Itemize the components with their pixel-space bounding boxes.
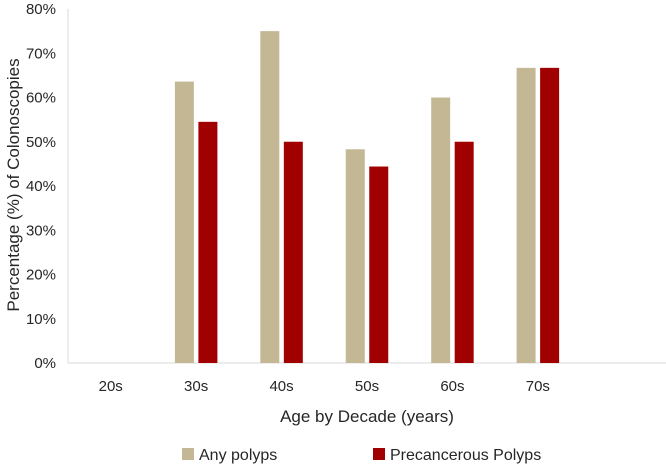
y-tick-label: 40% [26, 178, 56, 195]
x-tick-label: 50s [355, 378, 379, 395]
y-tick-label: 70% [26, 45, 56, 62]
bar [345, 149, 365, 363]
x-tick-label: 30s [184, 378, 208, 395]
legend-swatch [182, 448, 194, 460]
x-tick-label: 20s [99, 378, 123, 395]
bar [454, 141, 474, 363]
y-tick-label: 50% [26, 134, 56, 151]
x-tick-label: 60s [440, 378, 464, 395]
legend: Any polyps Precancerous Polyps [182, 447, 541, 464]
bar [540, 67, 560, 363]
bar [283, 141, 303, 363]
x-tick-label: 70s [526, 378, 550, 395]
x-tick-labels: 20s 30s 40s 50s 60s 70s [99, 378, 550, 395]
y-tick-label: 20% [26, 267, 56, 284]
axes [67, 9, 666, 364]
y-tick-label: 60% [26, 90, 56, 107]
y-tick-label: 80% [26, 1, 56, 18]
legend-swatch [373, 448, 385, 460]
bar [431, 97, 451, 363]
y-axis-title: Percentage (%) of Colonoscopies [4, 58, 23, 311]
x-axis-title: Age by Decade (years) [280, 407, 454, 426]
bar [198, 121, 218, 364]
y-tick-label: 10% [26, 311, 56, 328]
bar [174, 81, 194, 363]
bar [369, 166, 389, 363]
bar [516, 67, 536, 363]
x-tick-label: 40s [269, 378, 293, 395]
legend-label: Precancerous Polyps [390, 447, 541, 464]
y-tick-labels: 0% 10% 20% 30% 40% 50% 60% 70% 80% [26, 1, 56, 372]
y-tick-label: 30% [26, 222, 56, 239]
legend-label: Any polyps [199, 447, 277, 464]
y-tick-label: 0% [34, 355, 56, 372]
bar [260, 31, 280, 363]
bars [174, 31, 560, 364]
